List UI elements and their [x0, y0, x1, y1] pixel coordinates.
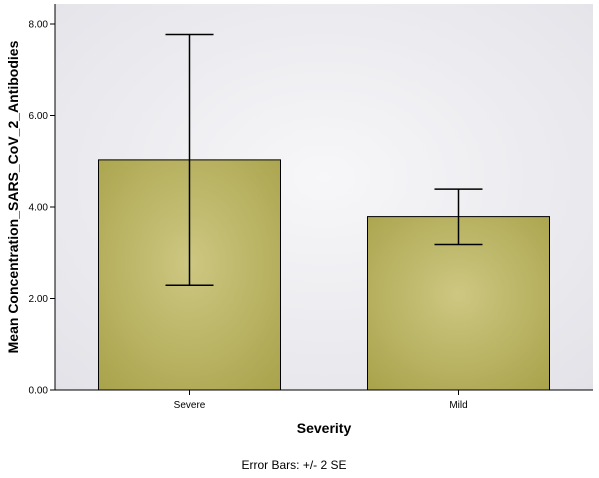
y-axis-ticks: 0.00 2.00 4.00 6.00 8.00 [29, 20, 55, 397]
x-axis-title: Severity [297, 420, 352, 436]
error-bars-footnote: Error Bars: +/- 2 SE [241, 458, 346, 472]
error-bars [165, 33, 483, 286]
y-tick-label: 4.00 [29, 203, 49, 214]
x-tick-label-severe: Severe [174, 400, 206, 411]
x-axis-ticks: Severe Mild [174, 390, 468, 411]
y-tick-label: 0.00 [29, 386, 49, 397]
y-axis-title: Mean Concentration_SARS_CoV_2_Antibodies [5, 40, 21, 353]
bar-mild [367, 216, 550, 391]
y-tick-label: 6.00 [29, 111, 49, 122]
bars [98, 159, 550, 391]
x-tick-label-mild: Mild [449, 400, 467, 411]
y-tick-label: 2.00 [29, 294, 49, 305]
y-tick-label: 8.00 [29, 20, 49, 31]
